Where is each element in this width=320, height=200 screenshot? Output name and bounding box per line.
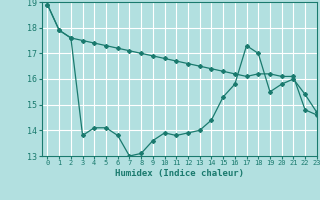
X-axis label: Humidex (Indice chaleur): Humidex (Indice chaleur) <box>115 169 244 178</box>
